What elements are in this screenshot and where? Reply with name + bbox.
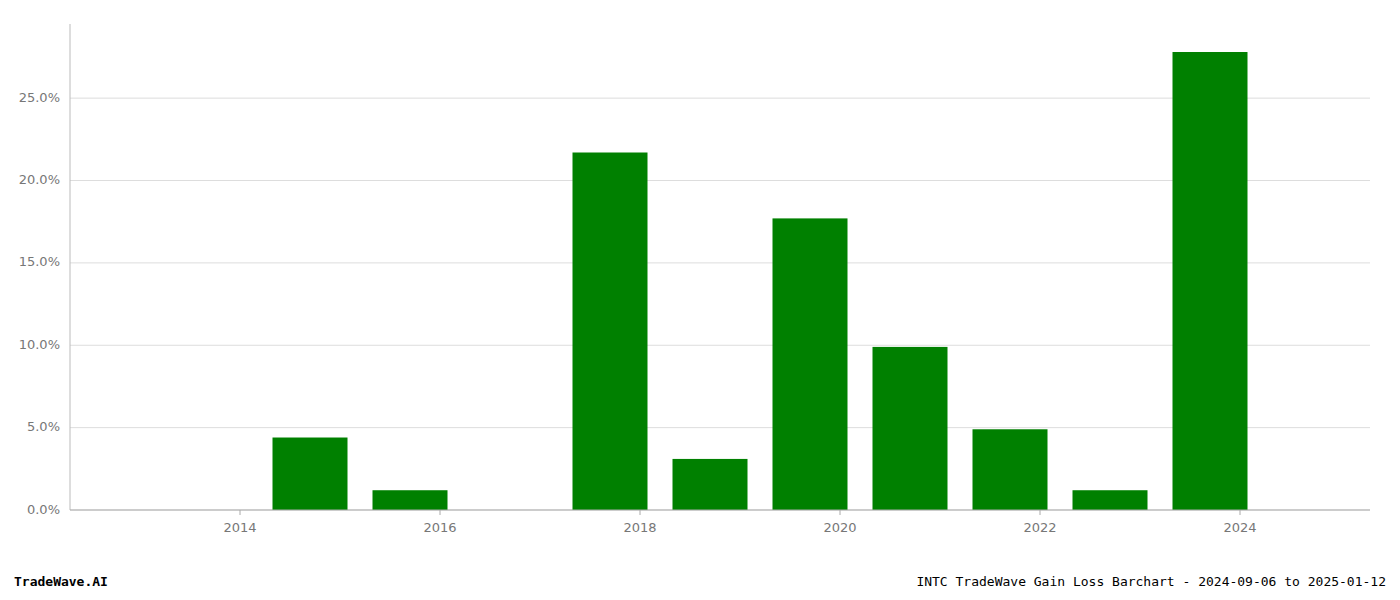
x-tick bbox=[640, 510, 641, 515]
bar bbox=[373, 490, 448, 510]
y-tick-label: 25.0% bbox=[19, 90, 60, 105]
x-tick-label: 2022 bbox=[1023, 520, 1056, 535]
chart-svg: 0.0% 5.0% 10.0% 15.0% 20.0% 25.0% 2014 2016 2018… bbox=[0, 0, 1400, 600]
bar bbox=[273, 438, 348, 510]
x-axis: 2014 2016 2018 2020 2022 2024 bbox=[70, 510, 1370, 535]
bar bbox=[773, 218, 848, 510]
title: INTC TradeWave Gain Loss Barchart - 2024… bbox=[916, 574, 1386, 589]
page: {"chart_data": {"type": "bar", "title": … bbox=[0, 0, 1400, 600]
y-tick-label: 20.0% bbox=[19, 172, 60, 187]
bars bbox=[273, 52, 1248, 510]
x-tick-label: 2016 bbox=[423, 520, 456, 535]
y-tick-label: 5.0% bbox=[27, 419, 60, 434]
x-axis-line bbox=[70, 510, 1370, 511]
bar bbox=[573, 153, 648, 510]
bar bbox=[673, 459, 748, 510]
y-axis: 0.0% 5.0% 10.0% 15.0% 20.0% 25.0% bbox=[19, 24, 70, 517]
x-tick bbox=[440, 510, 441, 515]
grid-line bbox=[70, 510, 1370, 511]
x-tick bbox=[240, 510, 241, 515]
x-tick-label: 2024 bbox=[1223, 520, 1256, 535]
chart-container: 0.0% 5.0% 10.0% 15.0% 20.0% 25.0% 2014 2016 2018… bbox=[0, 0, 1400, 600]
y-tick-label: 10.0% bbox=[19, 337, 60, 352]
x-tick-label: 2014 bbox=[223, 520, 256, 535]
y-tick-label: 0.0% bbox=[27, 502, 60, 517]
watermark: TradeWave.AI bbox=[14, 574, 108, 589]
x-tick bbox=[840, 510, 841, 515]
x-tick-label: 2020 bbox=[823, 520, 856, 535]
y-axis-line bbox=[70, 24, 71, 510]
y-tick-label: 15.0% bbox=[19, 254, 60, 269]
bar bbox=[1173, 52, 1248, 510]
bar bbox=[873, 347, 948, 510]
bar bbox=[973, 429, 1048, 510]
x-tick bbox=[1040, 510, 1041, 515]
x-tick bbox=[1240, 510, 1241, 515]
x-tick-label: 2018 bbox=[623, 520, 656, 535]
bar bbox=[1073, 490, 1148, 510]
